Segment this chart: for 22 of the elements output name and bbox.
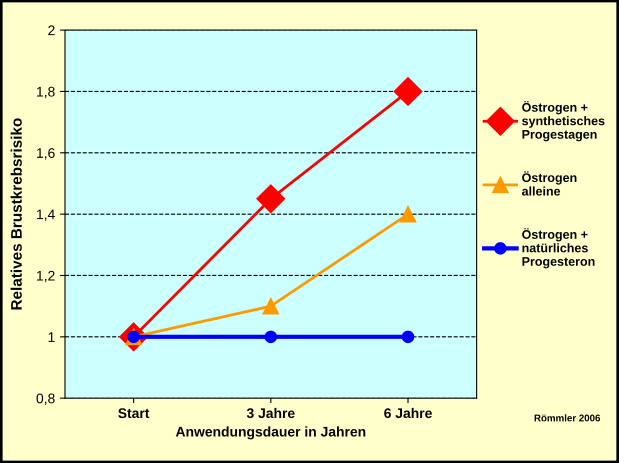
y-tick-label: 2: [48, 25, 55, 36]
y-tick-label: 0,8: [36, 394, 55, 405]
point: [256, 184, 286, 214]
text: Römmler 2006: [534, 414, 600, 422]
point: [264, 330, 278, 344]
point: [402, 330, 414, 344]
y-tick-label: 1: [48, 332, 55, 342]
y-tick-label: 1,8: [37, 86, 55, 98]
y-tick-label: 1,2: [37, 270, 55, 282]
point: [262, 298, 280, 314]
y-tick-label: 1,6: [37, 148, 55, 160]
y-axis-title: Relatives Brustkrebsrisiko: [10, 118, 22, 310]
point: [400, 206, 416, 222]
x-tick-label: 6 Jahre: [384, 408, 432, 418]
legend-label: Östrogen alleine: [522, 171, 576, 196]
legend-label: Östrogen + natürliches Progesteron: [522, 228, 594, 268]
point: [394, 77, 422, 106]
x-tick-label: 3 Jahre: [246, 408, 295, 418]
x-tick-label: Start: [118, 408, 150, 418]
legend-label: Östrogen + synthetisches Progestagen: [522, 100, 604, 142]
x-axis-title: Anwendungsdauer in Jahren: [176, 426, 366, 440]
y-tick-label: 1,4: [37, 210, 55, 221]
